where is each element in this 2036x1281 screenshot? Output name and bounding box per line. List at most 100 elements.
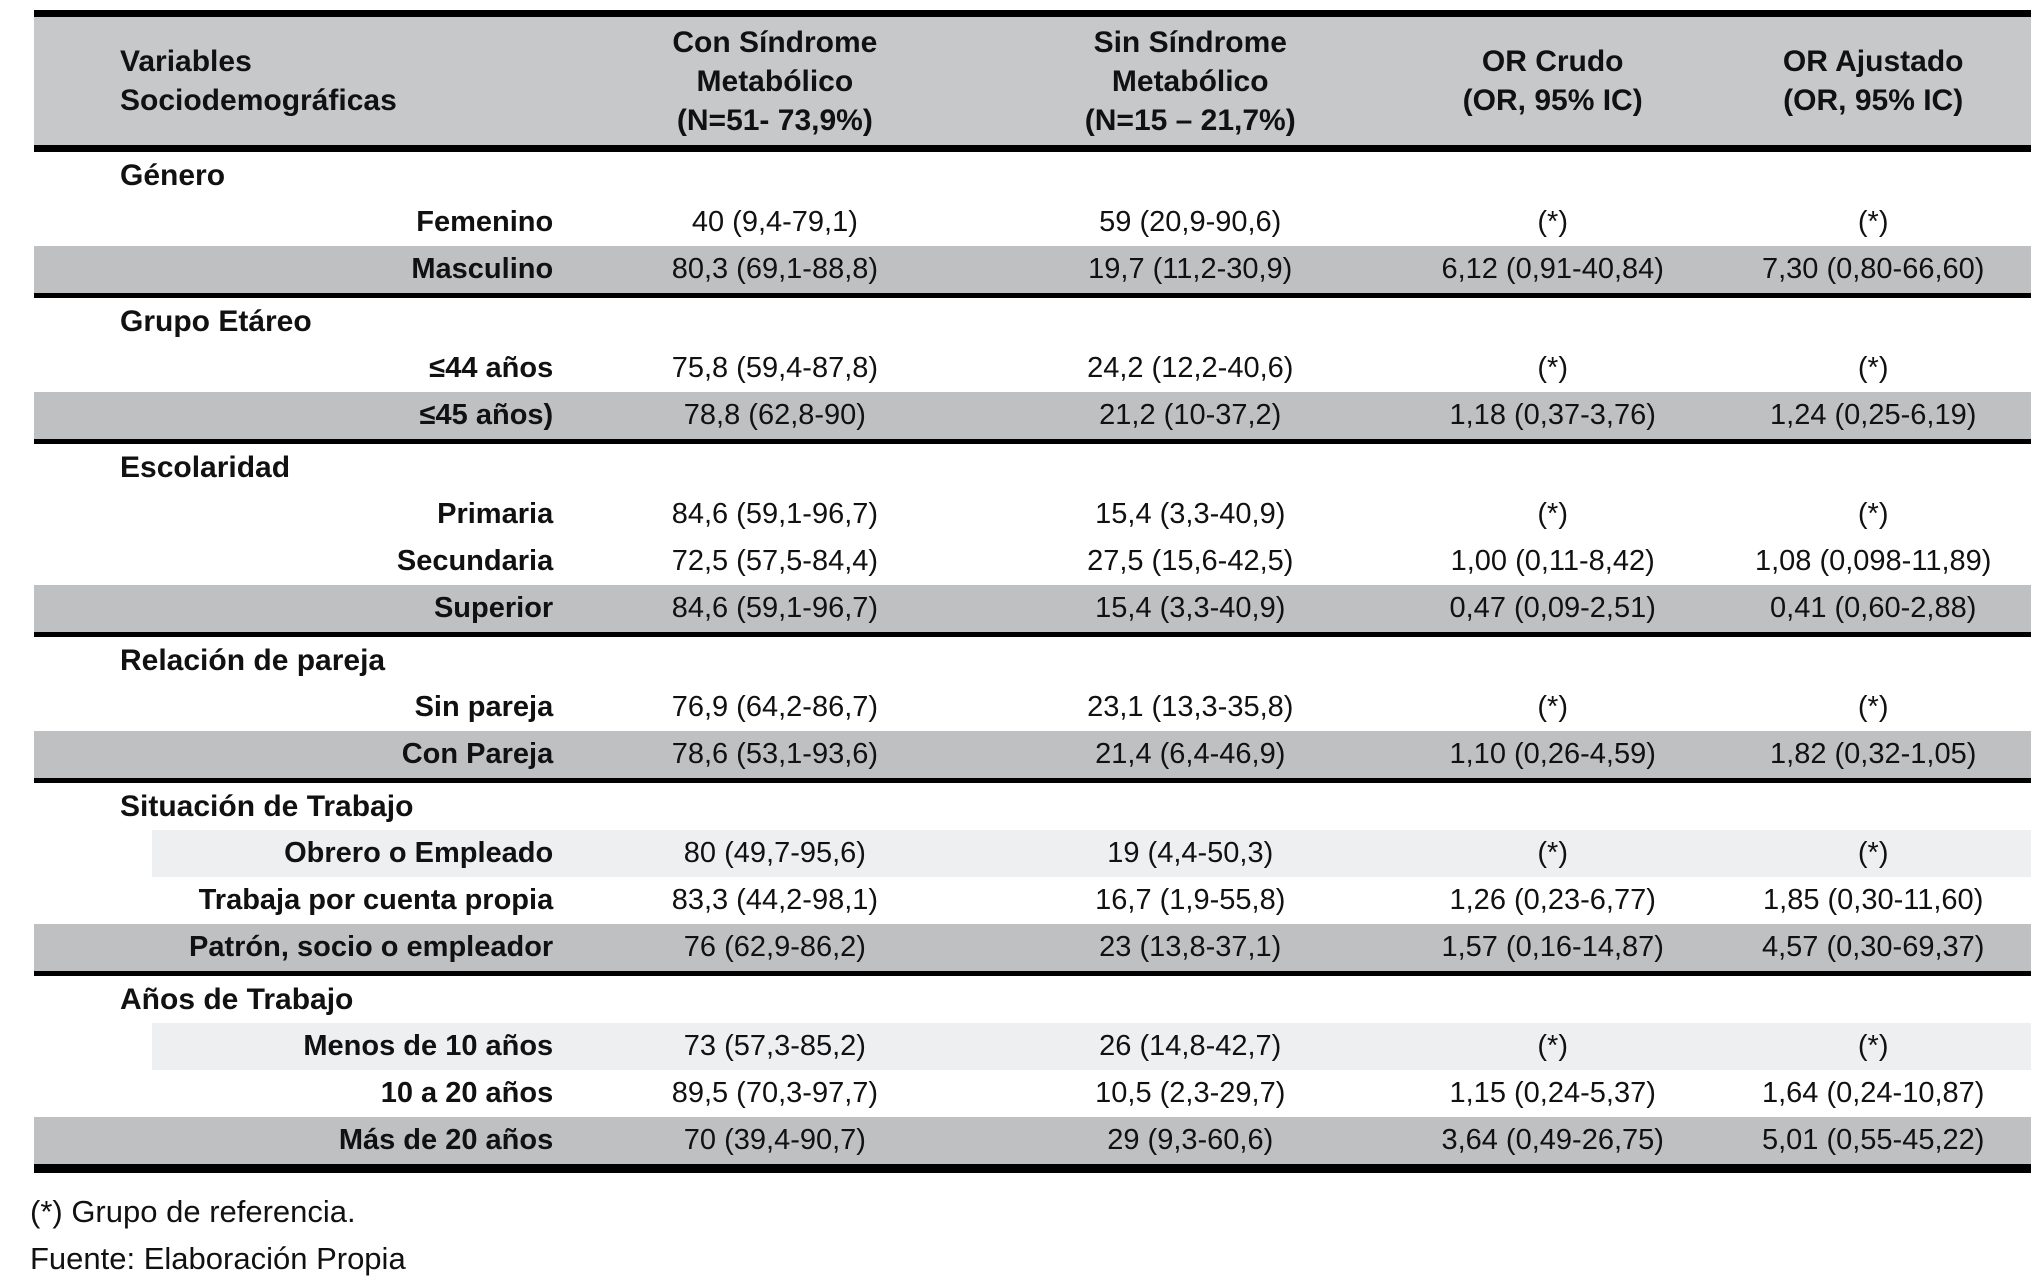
value-cell: 0,47 (0,09-2,51): [1449, 592, 1656, 624]
table-row: Femenino 40 (9,4-79,1) 59 (20,9-90,6) (*) (*…: [34, 199, 2031, 246]
table-body: Género Femenino 40 (9,4-79,1) 59 (20,9-90,6…: [34, 152, 2031, 1164]
row-label: Primaria: [437, 498, 554, 530]
section-row: Años de Trabajo: [34, 976, 2031, 1023]
value-cell: 59 (20,9-90,6): [1099, 206, 1282, 238]
header-or-crudo: OR Crudo (OR, 95% IC): [1462, 45, 1643, 117]
value-cell: 1,00 (0,11-8,42): [1450, 545, 1655, 577]
value-cell: (*): [1857, 837, 1889, 869]
value-cell: 23,1 (13,3-35,8): [1087, 691, 1294, 723]
value-cell: 70 (39,4-90,7): [683, 1124, 866, 1156]
row-label: Menos de 10 años: [303, 1030, 554, 1062]
row-label: Más de 20 años: [338, 1124, 554, 1156]
footnote-reference-group: (*) Grupo de referencia.: [30, 1194, 356, 1229]
value-cell: 21,2 (10-37,2): [1099, 399, 1282, 431]
value-cell: 3,64 (0,49-26,75): [1441, 1124, 1664, 1156]
section-row: Género: [34, 152, 2031, 199]
section-row: Grupo Etáreo: [34, 298, 2031, 345]
value-cell: (*): [1857, 691, 1889, 723]
value-cell: 16,7 (1,9-55,8): [1095, 884, 1286, 916]
value-cell: 1,10 (0,26-4,59): [1449, 738, 1656, 770]
value-cell: (*): [1537, 691, 1568, 723]
row-label: Trabaja por cuenta propia: [198, 884, 554, 916]
row-label: Sin pareja: [414, 691, 554, 723]
header-variables: Variables Sociodemográficas: [120, 45, 397, 117]
value-cell: (*): [1537, 206, 1568, 238]
value-cell: 21,4 (6,4-46,9): [1095, 738, 1286, 770]
section-title: Años de Trabajo: [120, 982, 354, 1016]
value-cell: 23 (13,8-37,1): [1099, 931, 1282, 963]
value-cell: 1,64 (0,24-10,87): [1761, 1077, 1985, 1109]
row-label: Femenino: [416, 206, 554, 238]
value-cell: 29 (9,3-60,6): [1107, 1124, 1274, 1156]
value-cell: 7,30 (0,80-66,60): [1761, 253, 1985, 285]
value-cell: 26 (14,8-42,7): [1099, 1030, 1282, 1062]
value-cell: 84,6 (59,1-96,7): [671, 498, 879, 530]
value-cell: 80,3 (69,1-88,8): [671, 253, 879, 285]
table-row: Secundaria 72,5 (57,5-84,4) 27,5 (15,6-42,…: [34, 538, 2031, 585]
value-cell: 1,18 (0,37-3,76): [1449, 399, 1656, 431]
section-row: Relación de pareja: [34, 637, 2031, 684]
header-or-ajustado: OR Ajustado (OR, 95% IC): [1782, 45, 1964, 117]
value-cell: 24,2 (12,2-40,6): [1087, 352, 1294, 384]
table-row: ≤44 años 75,8 (59,4-87,8) 24,2 (12,2-40,6)…: [34, 345, 2031, 392]
value-cell: 1,85 (0,30-11,60): [1763, 884, 1984, 916]
table-row: ≤45 años) 78,8 (62,8-90) 21,2 (10-37,2) 1,1…: [34, 392, 2031, 444]
row-label: Secundaria: [396, 545, 554, 577]
value-cell: 75,8 (59,4-87,8): [671, 352, 879, 384]
section-title: Grupo Etáreo: [120, 304, 312, 338]
value-cell: 73 (57,3-85,2): [683, 1030, 866, 1062]
section-row: Escolaridad: [34, 444, 2031, 491]
value-cell: 40 (9,4-79,1): [691, 206, 858, 238]
value-cell: 4,57 (0,30-69,37): [1761, 931, 1985, 963]
value-cell: 6,12 (0,91-40,84): [1441, 253, 1664, 285]
table-row: Primaria 84,6 (59,1-96,7) 15,4 (3,3-40,9) (…: [34, 491, 2031, 538]
row-label: ≤45 años): [419, 399, 554, 431]
row-label: Masculino: [411, 253, 554, 285]
value-cell: 19,7 (11,2-30,9): [1088, 253, 1293, 285]
value-cell: 1,08 (0,098-11,89): [1754, 545, 1992, 577]
value-cell: 80 (49,7-95,6): [683, 837, 866, 869]
table-row: 10 a 20 años 89,5 (70,3-97,7) 10,5 (2,3-29…: [34, 1070, 2031, 1117]
value-cell: 83,3 (44,2-98,1): [671, 884, 879, 916]
row-label: ≤44 años: [429, 352, 554, 384]
value-cell: 84,6 (59,1-96,7): [671, 592, 879, 624]
value-cell: 5,01 (0,55-45,22): [1761, 1124, 1985, 1156]
footnote-source: Fuente: Elaboración Propia: [30, 1241, 406, 1276]
sociodemographic-or-table: Variables Sociodemográficas Con Síndrome…: [34, 10, 2031, 1173]
table-row: Patrón, socio o empleador 76 (62,9-86,2) 2…: [34, 924, 2031, 976]
row-label: Patrón, socio o empleador: [189, 931, 554, 963]
value-cell: (*): [1537, 498, 1568, 530]
value-cell: 10,5 (2,3-29,7): [1095, 1077, 1286, 1109]
section-row: Situación de Trabajo: [34, 783, 2031, 830]
row-label: Obrero o Empleado: [284, 837, 554, 869]
row-label: 10 a 20 años: [380, 1077, 554, 1109]
table-row: Masculino 80,3 (69,1-88,8) 19,7 (11,2-30,9…: [34, 246, 2031, 298]
value-cell: 1,24 (0,25-6,19): [1770, 399, 1977, 431]
value-cell: (*): [1537, 837, 1568, 869]
value-cell: 78,8 (62,8-90): [683, 399, 866, 431]
value-cell: (*): [1537, 1030, 1568, 1062]
table-row: Sin pareja 76,9 (64,2-86,7) 23,1 (13,3-35,…: [34, 684, 2031, 731]
section-title: Relación de pareja: [120, 643, 386, 677]
value-cell: (*): [1537, 352, 1568, 384]
value-cell: 19 (4,4-50,3): [1107, 837, 1274, 869]
value-cell: (*): [1857, 498, 1889, 530]
value-cell: 1,26 (0,23-6,77): [1449, 884, 1656, 916]
section-title: Situación de Trabajo: [120, 789, 414, 823]
table-row: Con Pareja 78,6 (53,1-93,6) 21,4 (6,4-46,9…: [34, 731, 2031, 783]
table-row: Menos de 10 años 73 (57,3-85,2) 26 (14,8-4…: [34, 1023, 2031, 1070]
value-cell: 1,15 (0,24-5,37): [1449, 1077, 1656, 1109]
footnotes: (*) Grupo de referencia. Fuente: Elabora…: [30, 1188, 406, 1281]
section-title: Género: [120, 158, 226, 192]
table-row: Obrero o Empleado 80 (49,7-95,6) 19 (4,4-5…: [34, 830, 2031, 877]
row-label: Con Pareja: [401, 738, 554, 770]
value-cell: 76 (62,9-86,2): [683, 931, 866, 963]
value-cell: 72,5 (57,5-84,4): [671, 545, 879, 577]
table-row: Superior 84,6 (59,1-96,7) 15,4 (3,3-40,9) 0…: [34, 585, 2031, 637]
value-cell: 27,5 (15,6-42,5): [1087, 545, 1294, 577]
value-cell: 76,9 (64,2-86,7): [671, 691, 879, 723]
header-sin-sindrome: Sin Síndrome Metabólico (N=15 – 21,7%): [1084, 25, 1296, 137]
value-cell: 78,6 (53,1-93,6): [671, 738, 879, 770]
value-cell: 1,82 (0,32-1,05): [1770, 738, 1977, 770]
